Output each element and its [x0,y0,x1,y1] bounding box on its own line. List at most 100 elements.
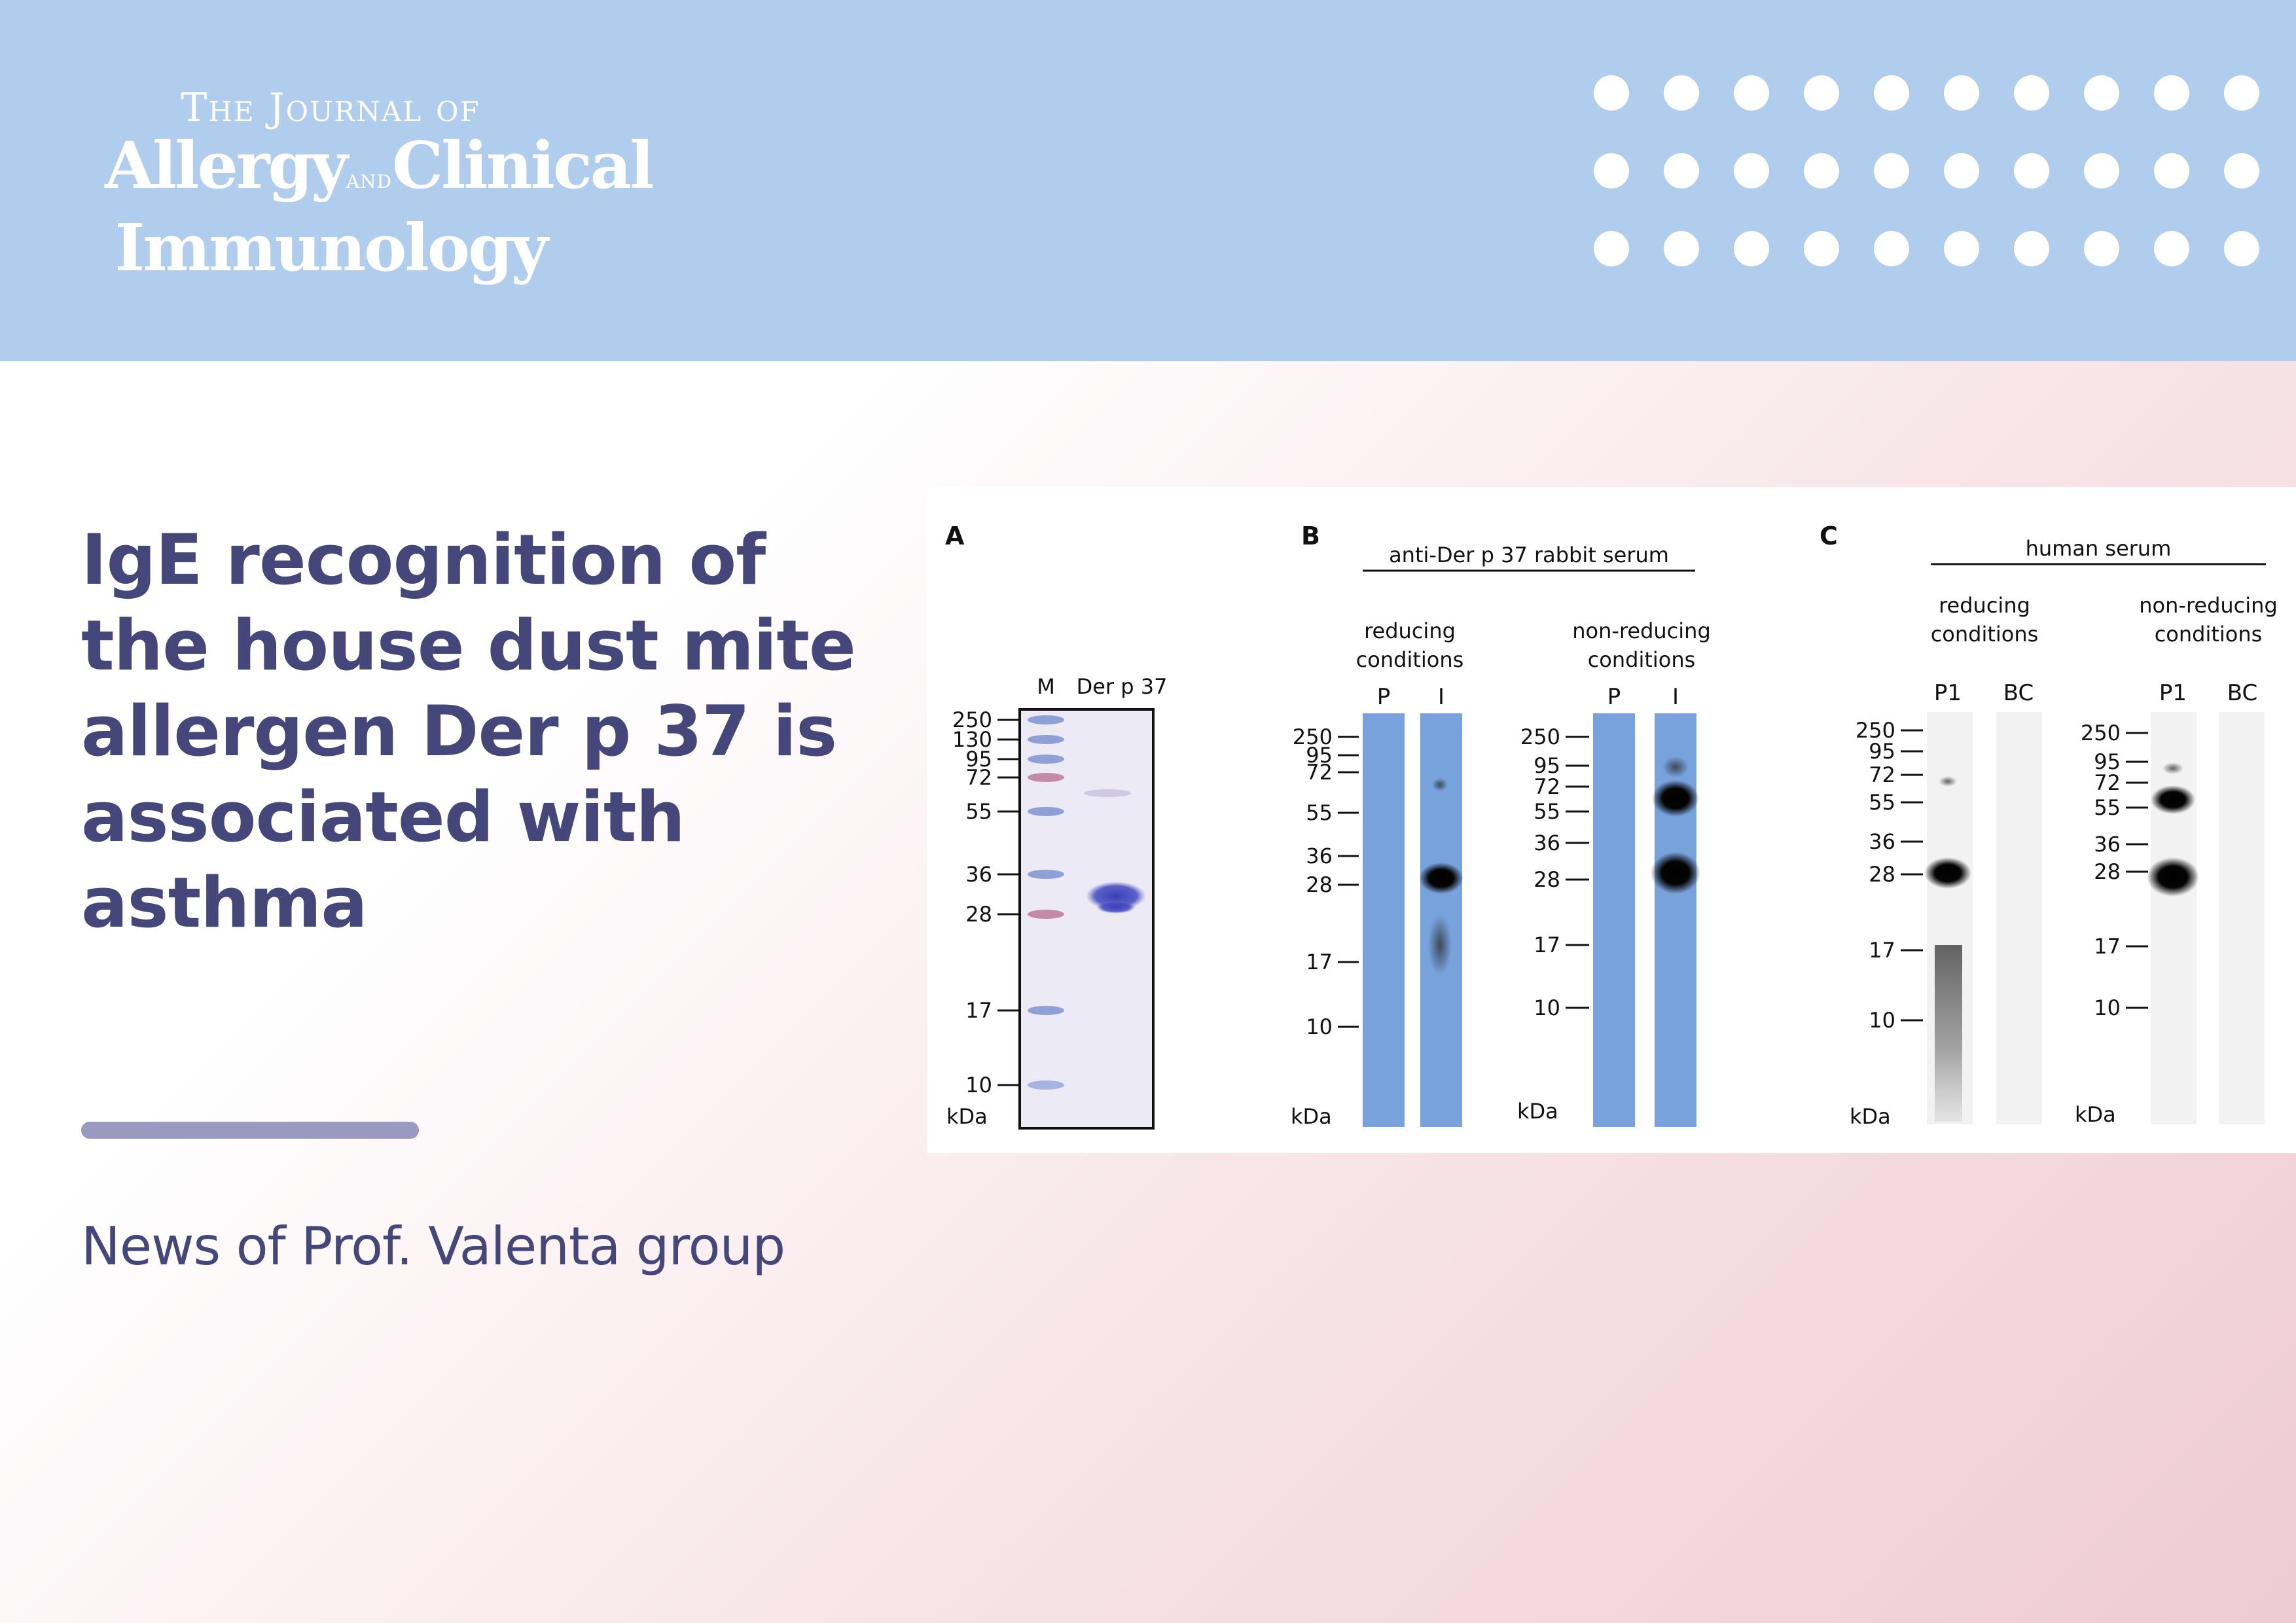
panel-a-letter: A [945,522,965,550]
panel-b-unit-nonred: kDa [1517,1099,1558,1124]
panel-a-unit: kDa [946,1104,988,1129]
journal-logo-line2: AllergyandClinical [105,128,654,215]
panel-c-nonreducing-1: non-reducing [2139,593,2278,618]
panel-b-nonred-marker-label-10: 10 [1534,995,1560,1020]
panel-c-nonred-marker-label-250: 250 [2081,721,2121,745]
panel-b-red-marker-label-36: 36 [1306,844,1333,868]
panel-c-strip-nonred-bc [2219,712,2265,1124]
panel-c-red-marker-label-72: 72 [1869,762,1895,787]
news-caption: News of Prof. Valenta group [81,1216,785,1277]
panel-b-letter: B [1301,522,1320,550]
header-banner: The Journal of AllergyandClinical Immuno… [0,0,2296,361]
panel-c-letter: C [1820,522,1838,550]
panel-b-nonred-marker-label-28: 28 [1534,867,1560,892]
panel-c-unit-red: kDa [1850,1104,1891,1129]
panel-c-nonred-marker-label-72: 72 [2094,770,2121,795]
panel-a-faint-band [1084,789,1131,797]
panel-a-ladder-band [1028,870,1064,879]
decorative-dot [1944,75,1979,111]
panel-b-red-lane-i: I [1438,684,1444,710]
journal-logo-line3: Immunology [115,211,548,286]
panel-c-nonred-p1-band-28 [2147,857,2199,897]
journal-logo-clinical: Clinical [392,128,654,204]
panel-b-reducing-1: reducing [1364,618,1456,643]
decorative-dot [2084,231,2119,266]
decorative-dot [1734,231,1769,266]
decorative-dot [1804,153,1839,188]
panel-c-nonred-p1-band-55 [2151,785,2195,814]
panel-b-red-marker-label-10: 10 [1306,1014,1333,1039]
decorative-dot [2154,75,2189,111]
western-blot-figure: A M Der p 37 250 130 95 72 55 36 28 17 10 kDa B … [927,487,2296,1153]
panel-b-nonred-lane-i: I [1672,684,1679,710]
panel-b-nonred-marker-label-17: 17 [1534,933,1560,957]
decorative-dot [2154,231,2189,266]
panel-b-red-marker-label-95: 95 [1306,743,1333,768]
decorative-dot [2224,75,2259,111]
panel-a-ladder-band [1028,1080,1064,1090]
panel-a-ladder-band [1028,910,1064,919]
panel-c-reducing-2: conditions [1931,622,2039,647]
journal-logo-line1: The Journal of [181,85,480,131]
panel-c-red-marker-label-28: 28 [1869,862,1895,887]
panel-c-nonred-marker-label-36: 36 [2094,832,2121,857]
panel-c-red-marker-label-10: 10 [1869,1008,1895,1033]
decorative-dot [1804,231,1839,266]
panel-b-nonred-marker-label-95: 95 [1534,753,1560,778]
decorative-dot [2014,231,2049,266]
panel-c-nonred-p1-band-95 [2162,762,2183,774]
panel-a-marker-label-36: 36 [965,862,992,887]
panel-a-lane-m-label: M [1037,674,1055,699]
panel-a-ladder-band [1028,773,1064,782]
panel-c-red-p1-band-72 [1939,776,1957,787]
panel-b-nonred-i-band-55 [1652,780,1699,817]
panel-c-red-p1-band-28 [1924,857,1971,889]
panel-b-red-i-smear [1428,915,1452,975]
panel-c-nonred-lane-bc: BC [2227,680,2257,706]
panel-b-header: anti-Der p 37 rabbit serum [1389,543,1669,567]
panel-a-marker-label-28: 28 [965,902,992,927]
panel-a-gel [1018,708,1155,1130]
panel-c-header: human serum [2026,536,2172,561]
panel-b-nonreducing-2: conditions [1588,647,1696,672]
panel-b-nonred-marker-label-55: 55 [1534,799,1560,824]
panel-a-ladder-band [1028,755,1064,764]
panel-c-nonreducing-2: conditions [2155,622,2263,647]
panel-a-ladder-band [1028,715,1064,724]
panel-b-unit-red: kDa [1291,1104,1332,1129]
panel-b-nonred-lane-p: P [1607,684,1621,710]
panel-b-red-i-band-72 [1432,778,1448,791]
journal-logo-allergy: Allergy [105,128,348,204]
decorative-dot [1594,75,1629,111]
decorative-dot [2154,153,2189,188]
decorative-dot [1874,153,1909,188]
panel-b-red-marker-label-55: 55 [1306,800,1333,825]
panel-b-nonred-i-band-28 [1651,852,1700,894]
panel-a-ladder-band [1028,807,1064,816]
panel-a-ladder-band [1028,735,1064,744]
panel-c-red-marker-label-250: 250 [1856,718,1895,743]
panel-c-nonred-marker-label-17: 17 [2094,934,2121,959]
decorative-dot [1664,75,1699,111]
panel-a-derp-band-lower [1096,901,1136,914]
panel-b-nonred-marker-label-36: 36 [1534,830,1560,855]
panel-c-strip-nonred-p1 [2151,712,2197,1124]
decorative-dot [1664,153,1699,188]
panel-c-red-marker-label-36: 36 [1869,829,1895,854]
decorative-dot [2014,75,2049,111]
panel-a-marker-label-17: 17 [965,998,992,1023]
panel-b-nonred-marker-label-250: 250 [1520,724,1560,749]
panel-b-reducing-2: conditions [1356,647,1464,672]
panel-c-red-lane-p1: P1 [1934,680,1962,706]
panel-b-red-marker-label-17: 17 [1306,950,1333,974]
decorative-dot [2084,153,2119,188]
decorative-dot [1804,75,1839,111]
decorative-dot [1944,153,1979,188]
decorative-dot [2224,231,2259,266]
panel-c-unit-nonred: kDa [2075,1102,2116,1127]
